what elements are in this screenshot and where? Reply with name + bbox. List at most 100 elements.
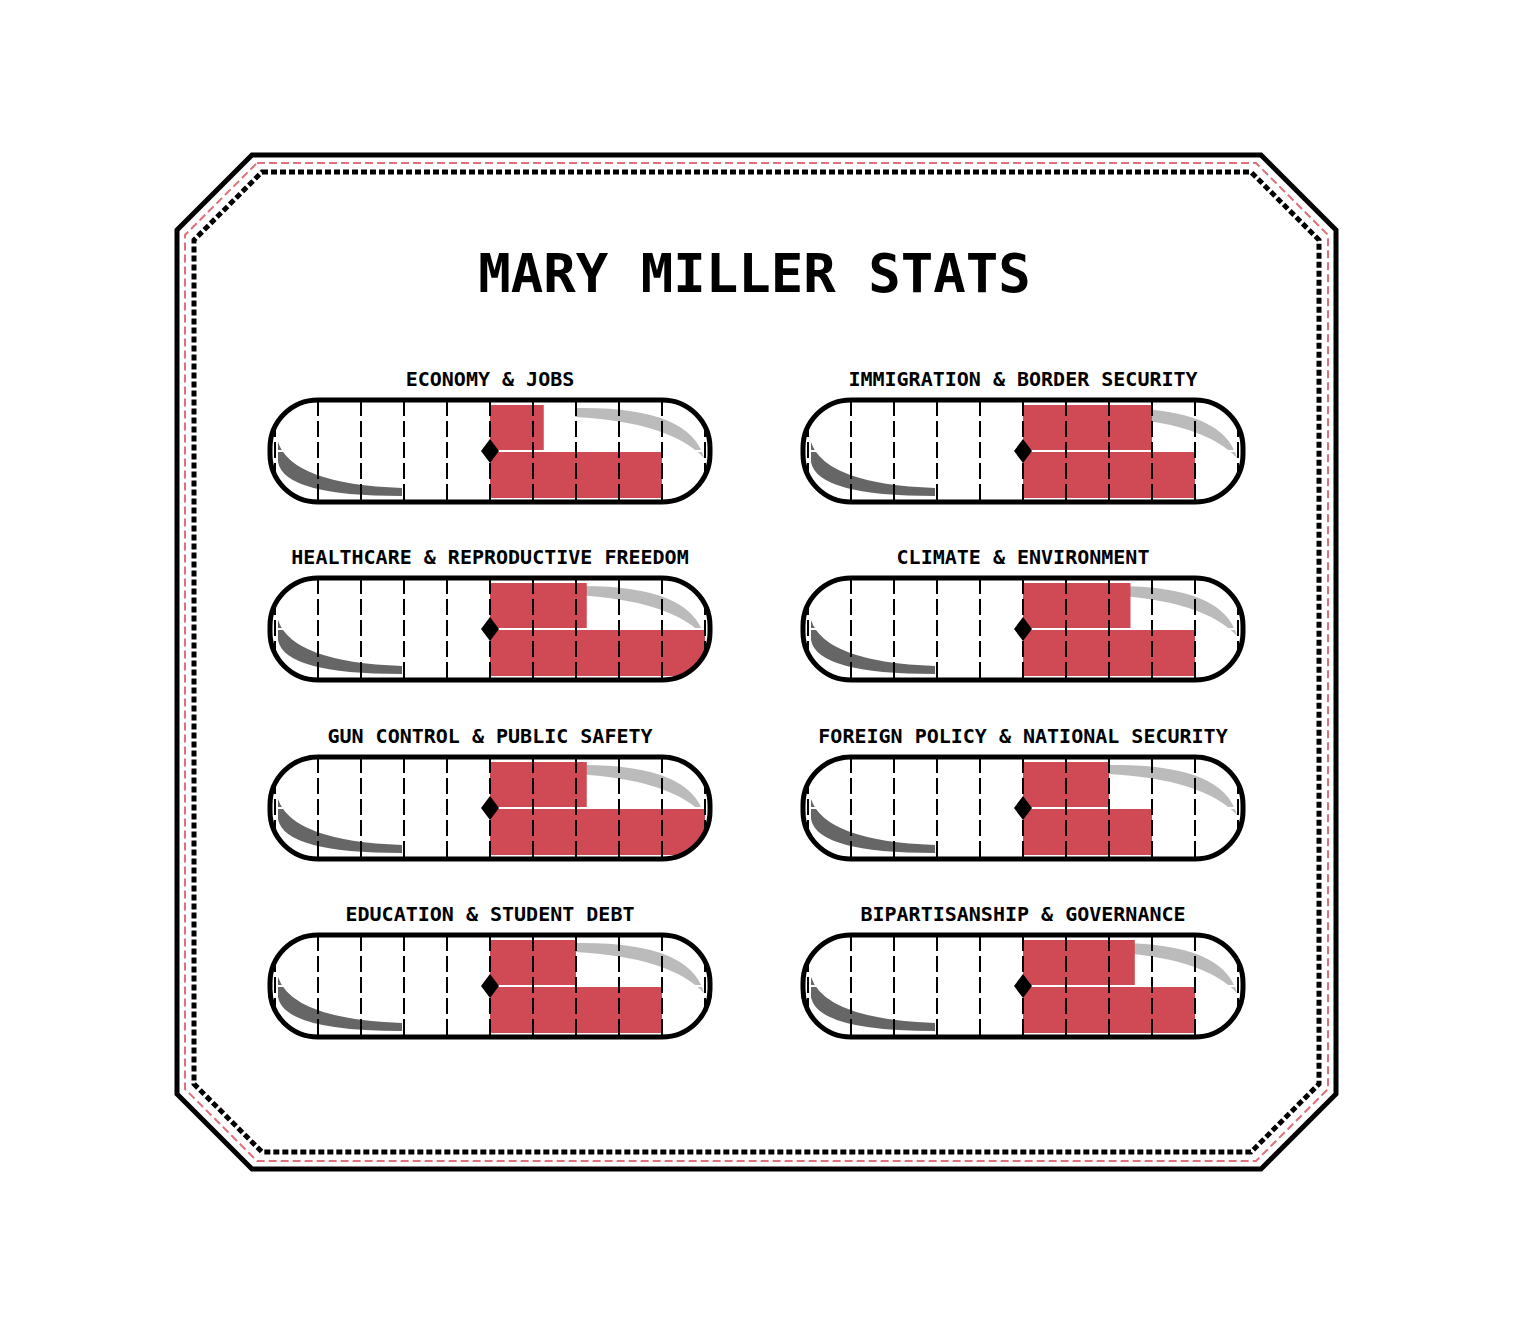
bar: [490, 405, 544, 450]
gauge: HEALTHCARE & REPRODUCTIVE FREEDOM: [270, 545, 710, 680]
bar: [490, 629, 705, 676]
grid-line: [1065, 935, 1067, 1037]
grid-line: [446, 400, 448, 502]
gauge-title: BIPARTISANSHIP & GOVERNANCE: [860, 902, 1185, 926]
gauge-bg: [270, 757, 710, 859]
gauge-title: FOREIGN POLICY & NATIONAL SECURITY: [818, 724, 1227, 748]
gauge-border: [270, 578, 710, 680]
grid-line: [936, 935, 938, 1037]
grid-line: [661, 400, 663, 502]
grid-line: [446, 935, 448, 1037]
grid-line: [532, 578, 534, 680]
center-marker: [1014, 974, 1032, 998]
plot-area: [270, 757, 710, 859]
gauge-border: [270, 757, 710, 859]
grid-line: [274, 757, 276, 859]
grid-line: [274, 578, 276, 680]
center-marker: [481, 974, 499, 998]
gauge: GUN CONTROL & PUBLIC SAFETY: [270, 724, 710, 859]
grid-line: [1237, 935, 1239, 1037]
grid-line: [532, 400, 534, 502]
center-marker: [481, 439, 499, 463]
grid-line: [850, 400, 852, 502]
frame-red: [185, 163, 1328, 1161]
gauge-title: EDUCATION & STUDENT DEBT: [346, 902, 635, 926]
gauge: BIPARTISANSHIP & GOVERNANCE: [803, 902, 1243, 1037]
grid-line: [1065, 400, 1067, 502]
grid-line: [1151, 578, 1153, 680]
grid-line: [403, 400, 405, 502]
gauge-border: [270, 400, 710, 502]
grid-line: [807, 757, 809, 859]
grid-line: [618, 578, 620, 680]
grid-line: [893, 935, 895, 1037]
plot-area: [803, 578, 1243, 680]
center-marker: [1014, 439, 1032, 463]
gauge-bg: [803, 757, 1243, 859]
bar: [490, 583, 587, 628]
grid-line: [446, 578, 448, 680]
grid-line: [1194, 578, 1196, 680]
frame-inner: [194, 172, 1319, 1152]
grid-line: [807, 578, 809, 680]
center-marker: [1014, 617, 1032, 641]
gauge-bg: [270, 935, 710, 1037]
grid-line: [1108, 578, 1110, 680]
grid-line: [317, 578, 319, 680]
gauge-border: [803, 757, 1243, 859]
grid-line: [575, 935, 577, 1037]
gauge: CLIMATE & ENVIRONMENT: [803, 545, 1243, 680]
gauge-border: [803, 400, 1243, 502]
grid-line: [1151, 935, 1153, 1037]
grid-line: [661, 757, 663, 859]
gauge: FOREIGN POLICY & NATIONAL SECURITY: [803, 724, 1243, 859]
bar: [490, 808, 705, 855]
grid-line: [317, 935, 319, 1037]
grid-line: [893, 400, 895, 502]
gauge-bg: [803, 400, 1243, 502]
gauge-bg: [803, 578, 1243, 680]
grid-line: [1194, 757, 1196, 859]
grid-line: [936, 578, 938, 680]
grid-line: [446, 757, 448, 859]
grid-line: [575, 757, 577, 859]
canvas: MARY MILLER STATS ECONOMY & JOBS IMMIGRATI…: [0, 0, 1513, 1323]
grid-line: [532, 935, 534, 1037]
grid-line: [704, 757, 706, 859]
grid-line: [1194, 935, 1196, 1037]
plot-area: [803, 400, 1243, 502]
center-marker: [481, 617, 499, 641]
gauge: ECONOMY & JOBS: [270, 367, 710, 502]
grid-line: [1237, 757, 1239, 859]
center-marker: [1014, 796, 1032, 820]
plot-area: [803, 757, 1243, 859]
grid-line: [893, 757, 895, 859]
grid-line: [1065, 757, 1067, 859]
plot-area: [270, 935, 710, 1037]
plot-area: [270, 578, 710, 680]
gauge-bg: [270, 400, 710, 502]
gauge-title: ECONOMY & JOBS: [406, 367, 575, 391]
grid-line: [403, 935, 405, 1037]
grid-line: [807, 400, 809, 502]
gauge-border: [803, 578, 1243, 680]
gauge-title: GUN CONTROL & PUBLIC SAFETY: [327, 724, 652, 748]
gauge-title: IMMIGRATION & BORDER SECURITY: [848, 367, 1197, 391]
grid-line: [1065, 578, 1067, 680]
grid-line: [317, 400, 319, 502]
grid-line: [1108, 400, 1110, 502]
title: MARY MILLER STATS: [478, 242, 1031, 305]
grid-line: [1151, 400, 1153, 502]
grid-line: [532, 757, 534, 859]
gauge-bg: [803, 935, 1243, 1037]
frame-outer: [177, 155, 1336, 1169]
gauge-title: HEALTHCARE & REPRODUCTIVE FREEDOM: [291, 545, 688, 569]
grid-line: [1237, 400, 1239, 502]
grid-line: [360, 935, 362, 1037]
grid-line: [360, 757, 362, 859]
grid-line: [979, 400, 981, 502]
gauge-bg: [270, 578, 710, 680]
bar: [1023, 808, 1152, 855]
grid-line: [360, 578, 362, 680]
grid-line: [360, 400, 362, 502]
